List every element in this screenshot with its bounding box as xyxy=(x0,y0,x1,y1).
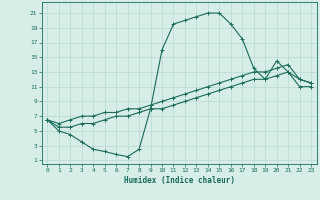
X-axis label: Humidex (Indice chaleur): Humidex (Indice chaleur) xyxy=(124,176,235,185)
